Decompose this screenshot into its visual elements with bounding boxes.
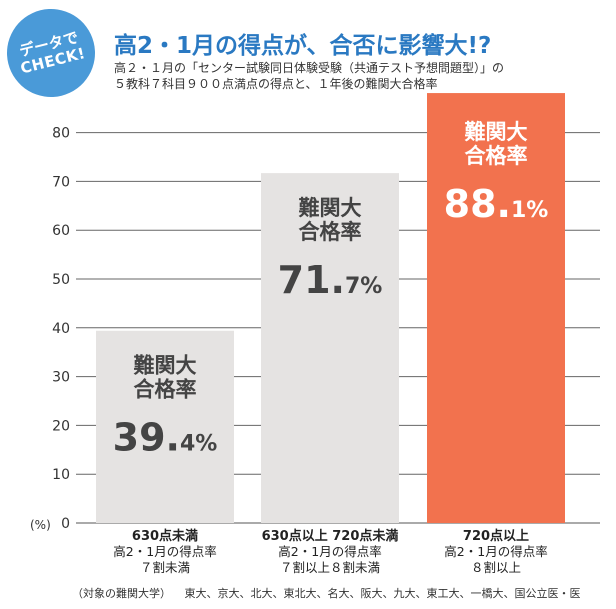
y-tick-label: 70	[52, 174, 70, 190]
bar-label: 合格率	[465, 144, 528, 168]
x-tick-label: ８割以上	[471, 560, 521, 575]
data-label: 88.1%	[444, 182, 549, 226]
y-tick-label: 10	[52, 467, 70, 483]
bar	[427, 93, 565, 524]
x-tick-label: 高2・1月の得点率	[278, 544, 381, 559]
data-label: 39.4%	[113, 416, 218, 460]
subtitle-line-1: 高２・１月の「センター試験同日体験受験（共通テスト予想問題型）」の	[114, 61, 505, 75]
footnote: （対象の難関大学） 東大、京大、北大、東北大、名大、阪大、九大、東工大、一橋大、…	[72, 585, 581, 601]
data-label: 71.7%	[278, 258, 383, 302]
x-tick-label: 720点以上	[463, 528, 529, 544]
y-unit-label: (%)	[30, 518, 51, 532]
y-tick-label: 20	[52, 418, 70, 434]
bar-label: 合格率	[134, 378, 197, 402]
bar	[261, 173, 399, 523]
bar	[96, 330, 234, 523]
subtitle-line-2: ５教科７科目９００点満点の得点と、１年後の難関大合格率	[114, 77, 438, 91]
bar-label: 難関大	[299, 196, 362, 220]
bar-label: 難関大	[465, 120, 528, 144]
y-tick-label: 80	[52, 126, 70, 142]
y-tick-label: 30	[52, 370, 70, 386]
y-tick-label: 60	[52, 223, 70, 239]
x-tick-label: ７割未満	[140, 560, 190, 575]
bar-label: 合格率	[299, 220, 362, 244]
x-tick-label: 630点未満	[132, 528, 198, 544]
y-tick-label: 40	[52, 321, 70, 337]
x-tick-label: 高2・1月の得点率	[444, 544, 547, 559]
x-tick-label: 高2・1月の得点率	[113, 544, 216, 559]
chart-headline: 高2・1月の得点が、合否に影響大!?	[114, 33, 492, 59]
y-tick-label: 0	[61, 516, 70, 532]
bar-label: 難関大	[134, 354, 197, 378]
footnote-universities: 東大、京大、北大、東北大、名大、阪大、九大、東工大、一橋大、国公立医・医	[184, 587, 581, 600]
x-tick-label: ７割以上８割未満	[280, 560, 380, 575]
footnote-label: （対象の難関大学）	[72, 587, 171, 600]
x-tick-label: 630点以上 720点未満	[262, 528, 399, 544]
y-tick-label: 50	[52, 272, 70, 288]
